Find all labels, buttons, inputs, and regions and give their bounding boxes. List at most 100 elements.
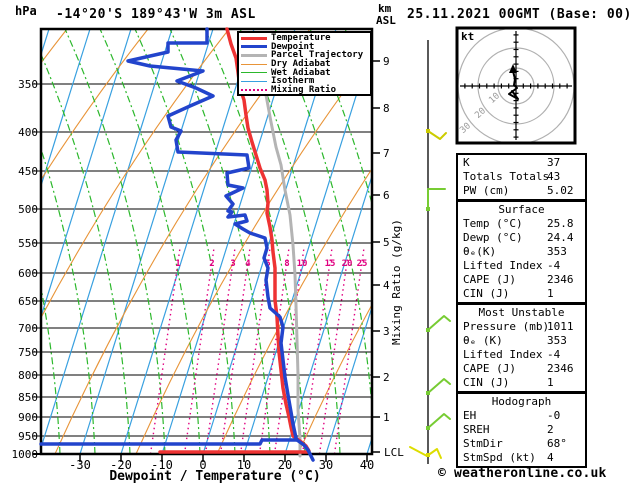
table-row-value: 2346 [547, 273, 574, 286]
km-tick-label: 1 [383, 411, 390, 424]
table-row-label: CAPE (J) [463, 273, 516, 286]
table-row-value: 2 [547, 423, 554, 436]
table-row-label: Lifted Index [463, 348, 543, 361]
x-tick-label: -20 [110, 458, 132, 472]
x-tick-label: 0 [199, 458, 206, 472]
pressure-tick-label: 900 [18, 411, 38, 424]
table-section-title: Most Unstable [478, 306, 565, 319]
wind-barb [427, 378, 451, 394]
mixing-ratio-label: 8 [284, 259, 289, 269]
station-title: -14°20'S 189°43'W 3m ASL [56, 7, 256, 22]
x-tick-label: -10 [151, 458, 173, 472]
table-row-label: SREH [463, 423, 490, 436]
table-row: CAPE (J) 2346 [458, 362, 585, 376]
sounding-curves [39, 27, 315, 462]
table-row: θₑ(K) 353 [458, 245, 585, 259]
indices-table: K 37 Totals Totals 43 PW (cm) 5.02 [456, 153, 587, 201]
mixing-ratio-label: 15 [325, 259, 336, 269]
km-tick-label: 4 [383, 279, 390, 292]
indices-tables: K 37 Totals Totals 43 PW (cm) 5.02 Surface Temp… [456, 153, 587, 468]
table-row-label: StmSpd (kt) [463, 451, 536, 464]
table-row-label: EH [463, 409, 477, 422]
table-row-label: Pressure (mb) [463, 320, 550, 333]
alt-unit-asl: ASL [376, 14, 396, 27]
table-row-label: Totals Totals [463, 170, 550, 183]
table-row-value: 353 [547, 334, 567, 347]
pressure-tick-label: 800 [18, 369, 38, 382]
legend-box: Temperature Dewpoint Parcel Trajectory Dry … [237, 31, 372, 96]
table-row: CAPE (J) 2346 [458, 273, 585, 287]
legend-swatch-parcel-trajectory [241, 53, 267, 57]
km-tick-label: 7 [383, 147, 390, 160]
legend-label: Wet Adiabat [271, 67, 331, 78]
legend-item: Wet Adiabat [241, 67, 370, 78]
table-row: CIN (J) 1 [458, 376, 585, 390]
table-row: Totals Totals 43 [458, 170, 585, 184]
pressure-tick-label: 1000 [12, 448, 39, 461]
table-row-label: Lifted Index [463, 259, 543, 272]
table-row: Lifted Index -4 [458, 348, 585, 362]
table-row-value: 43 [547, 170, 561, 183]
mixing-ratio-label: 25 [357, 259, 368, 269]
legend-item: Dewpoint [241, 42, 370, 52]
km-tick-label: 8 [383, 102, 390, 115]
table-row-value: 68° [547, 437, 567, 450]
legend-swatch-dry-adiabat [241, 63, 267, 65]
mixing-ratio-label: 1 [175, 259, 180, 269]
pressure-tick-label: 750 [18, 346, 38, 359]
legend-swatch-dewpoint [241, 45, 267, 49]
table-row: θₑ (K) 353 [458, 334, 585, 348]
table-row-label: θₑ(K) [463, 245, 497, 258]
wind-barb [409, 446, 442, 459]
table-row: CIN (J) 1 [458, 287, 585, 301]
legend-swatch-wet-adiabat [241, 72, 267, 74]
indices-table: Surface Temp (°C) 25.8 Dewp (°C) 24.4 θₑ(K) 35… [456, 200, 587, 304]
hodograph-trace [508, 70, 519, 100]
legend-label: Parcel Trajectory [271, 50, 364, 61]
table-row-value: 1 [547, 287, 554, 300]
table-row: StmSpd (kt) 4 [458, 451, 585, 465]
hodograph-unit-label: kt [461, 30, 475, 43]
pressure-tick-label: 350 [18, 78, 38, 91]
indices-table: Most Unstable Pressure (mb) 1011 θₑ (K) 353 L… [456, 303, 587, 393]
wind-barb [427, 413, 451, 429]
mixing-axis-label: Mixing Ratio (g/kg) [390, 219, 403, 345]
wind-barb-station [426, 453, 430, 457]
legend-swatch-isotherm [241, 80, 267, 82]
alt-unit-km: km [378, 2, 392, 15]
pressure-tick-label: 400 [18, 126, 38, 139]
x-tick-label: 40 [360, 458, 374, 472]
axis-ticks-and-labels: -30 -20 -10 0 10 20 30 40 350 400 450 500 550 600 650 7… [12, 55, 404, 472]
pressure-gridlines [33, 83, 372, 455]
table-row-value: 5.02 [547, 184, 574, 197]
table-row-value: -4 [547, 348, 561, 361]
lcl-label: LCL [384, 446, 404, 459]
table-row-value: 1 [547, 376, 554, 389]
parcel-trajectory-curve [264, 93, 302, 458]
wind-barb-station [426, 426, 430, 430]
legend-label: Temperature [271, 33, 331, 44]
table-row-value: 24.4 [547, 231, 574, 244]
legend-swatch-mixing-ratio [241, 88, 267, 91]
hodograph-arrowhead [509, 64, 517, 73]
legend-item: Isotherm [241, 76, 370, 86]
x-tick-label: 30 [319, 458, 333, 472]
temperature-curve [158, 27, 311, 454]
mixing-ratio-label: 20 [342, 259, 353, 269]
table-section-title: Surface [498, 203, 545, 216]
wind-barb [427, 130, 447, 140]
table-row: SREH 2 [458, 423, 585, 437]
pressure-tick-label: 600 [18, 267, 38, 280]
table-row: StmDir 68° [458, 437, 585, 451]
pressure-tick-label: 650 [18, 295, 38, 308]
x-tick-label: 20 [278, 458, 292, 472]
dewpoint-curve [295, 438, 315, 462]
pressure-tick-label: 550 [18, 237, 38, 250]
pressure-tick-label: 700 [18, 322, 38, 335]
table-row-value: 25.8 [547, 217, 574, 230]
legend-item: Dry Adiabat [241, 59, 370, 69]
wind-barb [427, 188, 446, 210]
pressure-tick-label: 850 [18, 391, 38, 404]
